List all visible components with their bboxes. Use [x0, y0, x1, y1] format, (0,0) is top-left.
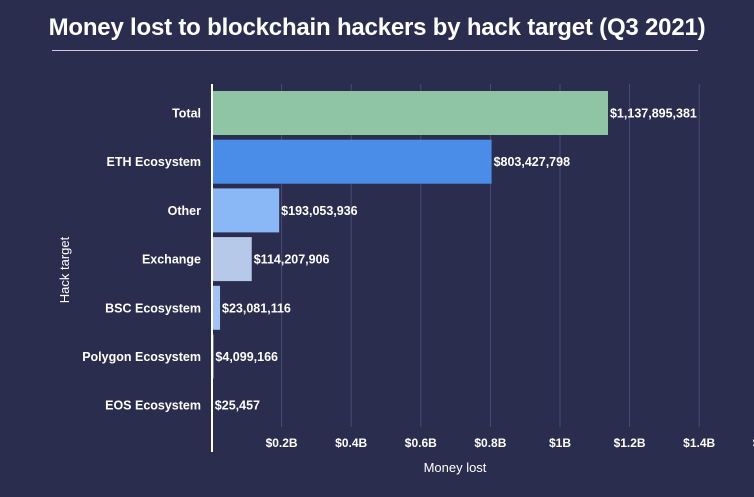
category-label: Exchange — [142, 253, 201, 267]
category-label: EOS Ecosystem — [105, 399, 201, 413]
data-labels: $1,137,895,381 $803,427,798 $193,053,936 $1… — [215, 107, 697, 413]
bar — [212, 188, 280, 233]
gridlines — [281, 84, 700, 427]
bar — [212, 139, 492, 184]
data-label: $803,427,798 — [494, 155, 571, 169]
x-tick-label: $0.2B — [266, 436, 298, 450]
category-label: BSC Ecosystem — [105, 301, 201, 315]
title-divider — [52, 50, 698, 51]
x-tick-label: $0.8B — [474, 436, 506, 450]
x-tick-labels: $0.2B $0.4B $0.6B $0.8B $1B $1.2B $1.4B $1.6B — [266, 436, 754, 450]
bar — [212, 91, 608, 135]
bar — [212, 285, 221, 330]
data-label: $25,457 — [215, 399, 260, 413]
category-label: ETH Ecosystem — [107, 155, 201, 169]
data-label: $4,099,166 — [215, 350, 278, 364]
data-label: $1,137,895,381 — [610, 107, 697, 121]
category-labels: Total ETH Ecosystem Other Exchange BSC Ecosy… — [82, 107, 201, 413]
data-label: $114,207,906 — [254, 253, 330, 267]
category-label: Polygon Ecosystem — [82, 350, 201, 364]
category-label: Other — [168, 204, 201, 218]
x-tick-label: $0.4B — [335, 436, 367, 450]
data-label: $23,081,116 — [222, 301, 291, 315]
x-axis-label: Money lost — [424, 460, 487, 475]
category-label: Total — [172, 107, 201, 121]
bar — [212, 237, 252, 282]
data-label: $193,053,936 — [281, 204, 358, 218]
x-tick-label: $1B — [549, 436, 571, 450]
x-tick-label: $1.6B — [753, 436, 754, 450]
x-tick-label: $0.6B — [405, 436, 437, 450]
x-tick-label: $1.2B — [614, 436, 646, 450]
y-axis-label: Hack target — [57, 236, 72, 303]
chart-title: Money lost to blockchain hackers by hack… — [48, 14, 706, 41]
x-tick-label: $1.4B — [683, 436, 715, 450]
